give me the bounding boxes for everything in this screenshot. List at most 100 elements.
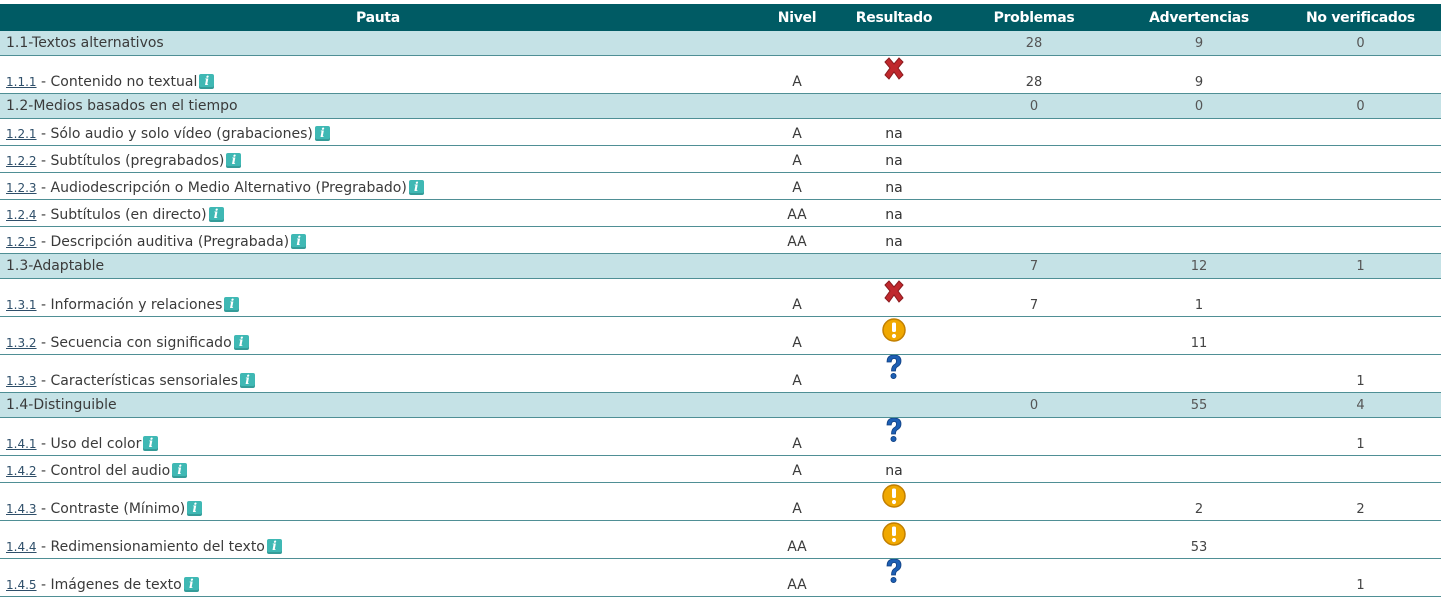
table-row-1-3-2: 1.3.2 - Secuencia con significado i A 11 [0, 316, 1441, 355]
nivel-cell: A [756, 145, 838, 173]
guideline-label: - Sólo audio y solo vídeo (grabaciones) [36, 126, 313, 142]
group-advertencias: 12 [1118, 253, 1280, 279]
nivel-cell: AA [756, 199, 838, 227]
group-row-1-3: 1.3-Adaptable 7 12 1 [0, 253, 1441, 279]
guideline-link-1-4-5[interactable]: 1.4.5 [6, 578, 37, 592]
advertencias-cell [1118, 558, 1280, 597]
guideline-link-1-4-3[interactable]: 1.4.3 [6, 502, 37, 516]
info-icon[interactable]: i [143, 436, 159, 451]
guideline-link-1-2-3[interactable]: 1.2.3 [6, 181, 37, 195]
no-verificados-cell [1280, 278, 1441, 317]
info-icon[interactable]: i [226, 153, 242, 168]
guideline-link-1-2-2[interactable]: 1.2.2 [6, 154, 37, 168]
nivel-cell: AA [756, 226, 838, 254]
group-no-verificados: 4 [1280, 392, 1441, 418]
guideline-label: - Uso del color [36, 436, 142, 452]
guideline-link-1-2-5[interactable]: 1.2.5 [6, 235, 37, 249]
guideline-link-1-2-4[interactable]: 1.2.4 [6, 208, 37, 222]
group-row-1-4: 1.4-Distinguible 0 55 4 [0, 392, 1441, 418]
guideline-label: - Subtítulos (pregrabados) [36, 153, 225, 169]
group-advertencias: 9 [1118, 31, 1280, 56]
nivel-cell: A [756, 118, 838, 146]
guideline-label: - Características sensoriales [36, 373, 238, 389]
nivel-cell: A [756, 354, 838, 393]
nivel-cell: A [756, 316, 838, 355]
question-icon [883, 558, 905, 590]
advertencias-cell [1118, 354, 1280, 393]
guideline-link-1-4-2[interactable]: 1.4.2 [6, 464, 37, 478]
info-icon[interactable]: i [291, 234, 307, 249]
table-header-row: Pauta Nivel Resultado Problemas Adverten… [0, 4, 1441, 31]
guideline-label: - Audiodescripción o Medio Alternativo (… [36, 180, 407, 196]
table-row-1-2-5: 1.2.5 - Descripción auditiva (Pregrabada… [0, 226, 1441, 254]
problemas-cell [950, 417, 1118, 456]
group-title: 1.4-Distinguible [0, 392, 756, 418]
nivel-cell: A [756, 482, 838, 521]
question-icon [883, 354, 905, 386]
problemas-cell [950, 520, 1118, 559]
info-icon[interactable]: i [408, 180, 424, 195]
problemas-cell: 7 [950, 278, 1118, 317]
guideline-label: - Información y relaciones [36, 297, 223, 313]
advertencias-cell: 53 [1118, 520, 1280, 559]
group-advertencias: 55 [1118, 392, 1280, 418]
fail-x-icon [881, 279, 907, 309]
guideline-label: - Imágenes de texto [36, 577, 182, 593]
info-icon[interactable]: i [233, 335, 249, 350]
table-row-1-4-4: 1.4.4 - Redimensionamiento del texto i AA… [0, 520, 1441, 559]
info-icon[interactable]: i [266, 539, 282, 554]
info-icon[interactable]: i [240, 373, 255, 388]
group-problemas: 0 [950, 392, 1118, 418]
info-icon[interactable]: i [187, 501, 203, 516]
guideline-link-1-3-3[interactable]: 1.3.3 [6, 374, 37, 388]
nivel-cell: AA [756, 558, 838, 597]
advertencias-cell [1118, 417, 1280, 456]
group-row-1-2: 1.2-Medios basados en el tiempo 0 0 0 [0, 93, 1441, 119]
table-row-1-3-1: 1.3.1 - Información y relaciones i A 7 1 [0, 278, 1441, 317]
guideline-link-1-1-1[interactable]: 1.1.1 [6, 75, 37, 89]
group-no-verificados: 0 [1280, 93, 1441, 119]
no-verificados-cell: 1 [1280, 417, 1441, 456]
resultado-na: na [838, 145, 950, 173]
no-verificados-cell [1280, 520, 1441, 559]
fail-x-icon [881, 56, 907, 86]
guideline-link-1-2-1[interactable]: 1.2.1 [6, 127, 37, 141]
group-advertencias: 0 [1118, 93, 1280, 119]
problemas-cell [950, 354, 1118, 393]
guideline-label: - Descripción auditiva (Pregrabada) [36, 234, 290, 250]
no-verificados-cell [1280, 316, 1441, 355]
no-verificados-cell: 2 [1280, 482, 1441, 521]
header-problemas: Problemas [950, 4, 1118, 31]
group-title: 1.3-Adaptable [0, 253, 756, 279]
nivel-cell: A [756, 172, 838, 200]
problemas-cell [950, 482, 1118, 521]
header-advertencias: Advertencias [1118, 4, 1280, 31]
warning-icon [881, 521, 907, 551]
nivel-cell: A [756, 55, 838, 94]
problemas-cell [950, 558, 1118, 597]
table-row-1-4-2: 1.4.2 - Control del audio i A na [0, 455, 1441, 483]
info-icon[interactable]: i [199, 74, 215, 89]
guideline-link-1-4-4[interactable]: 1.4.4 [6, 540, 37, 554]
warning-icon [881, 483, 907, 513]
resultado-na: na [838, 199, 950, 227]
guideline-link-1-3-1[interactable]: 1.3.1 [6, 298, 37, 312]
resultado-na: na [838, 455, 950, 483]
info-icon[interactable]: i [172, 463, 188, 478]
guideline-link-1-4-1[interactable]: 1.4.1 [6, 437, 37, 451]
table-row-1-4-1: 1.4.1 - Uso del color i A 1 [0, 417, 1441, 456]
resultado-na: na [838, 118, 950, 146]
nivel-cell: A [756, 278, 838, 317]
guideline-label: - Secuencia con significado [36, 335, 232, 351]
table-row-1-4-3: 1.4.3 - Contraste (Mínimo) i A 2 2 [0, 482, 1441, 521]
info-icon[interactable]: i [183, 577, 199, 592]
header-nivel: Nivel [756, 4, 838, 31]
info-icon[interactable]: i [314, 126, 330, 141]
table-row-1-2-4: 1.2.4 - Subtítulos (en directo) i AA na [0, 199, 1441, 227]
info-icon[interactable]: i [224, 297, 240, 312]
group-problemas: 7 [950, 253, 1118, 279]
group-problemas: 28 [950, 31, 1118, 56]
guideline-link-1-3-2[interactable]: 1.3.2 [6, 336, 37, 350]
info-icon[interactable]: i [208, 207, 224, 222]
group-row-1-1: 1.1-Textos alternativos 28 9 0 [0, 31, 1441, 56]
